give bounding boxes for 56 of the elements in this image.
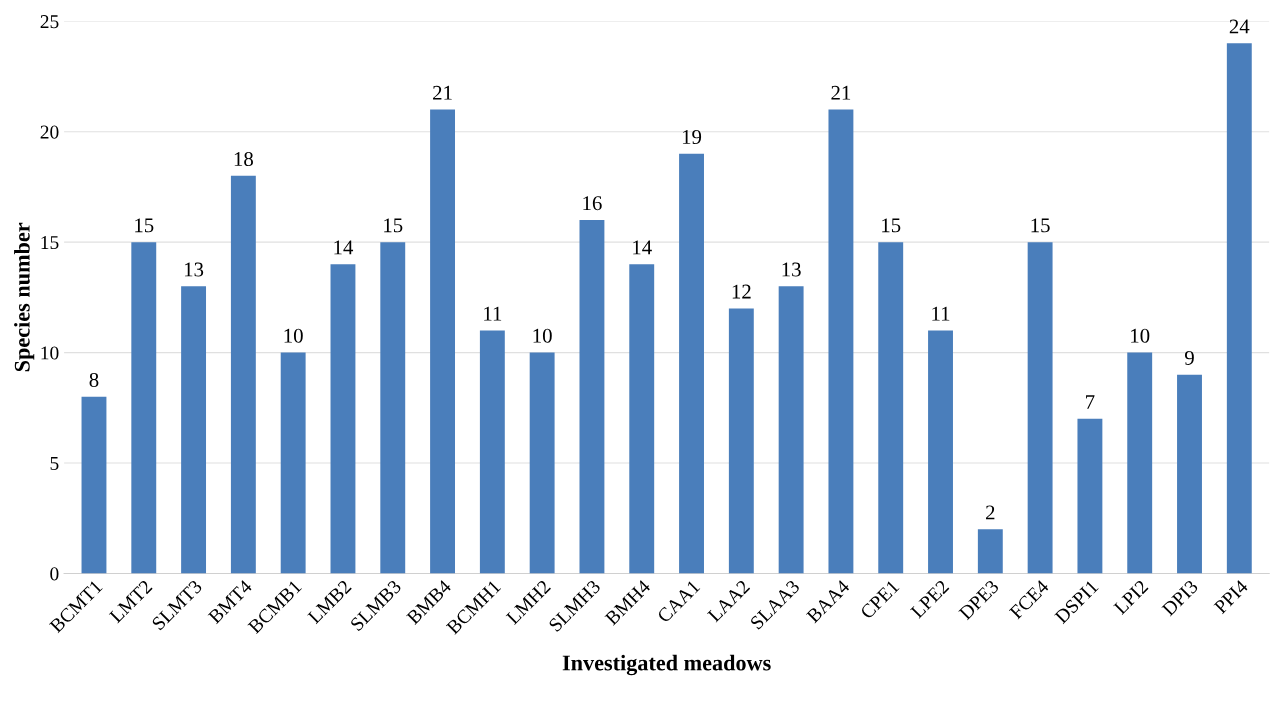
y-axis-title: Species number	[14, 222, 35, 372]
x-axis-title: Investigated meadows	[562, 654, 771, 676]
bar	[330, 264, 356, 574]
bar	[579, 220, 605, 574]
bar	[1077, 418, 1103, 574]
data-label: 10	[284, 328, 303, 343]
bar	[679, 153, 704, 574]
data-label: 10	[1131, 328, 1150, 343]
bar	[479, 330, 505, 574]
data-label: 13	[782, 262, 801, 277]
data-label: 24	[1229, 19, 1250, 34]
data-label: 21	[831, 85, 851, 100]
bar	[878, 242, 904, 574]
data-label: 16	[583, 196, 602, 211]
data-label: 11	[484, 306, 502, 321]
bar	[728, 308, 754, 574]
data-label: 21	[433, 85, 452, 100]
bar	[1027, 242, 1053, 574]
bar	[230, 175, 256, 574]
bar	[81, 396, 107, 574]
data-label: 19	[682, 129, 702, 144]
y-tick-label: 0	[50, 567, 59, 581]
bar	[529, 352, 555, 574]
data-label: 7	[1086, 395, 1095, 409]
bar	[928, 330, 953, 574]
bar	[181, 286, 207, 574]
bar	[1226, 43, 1252, 574]
bar	[280, 352, 306, 574]
data-label: 11	[932, 306, 950, 321]
data-label: 15	[1031, 218, 1050, 233]
y-tick-label: 5	[50, 457, 59, 470]
bar	[629, 264, 655, 574]
bar	[778, 286, 804, 574]
data-label: 15	[882, 218, 901, 233]
data-label: 8	[89, 372, 99, 387]
y-tick-label: 20	[40, 125, 59, 139]
data-label: 18	[234, 152, 253, 167]
data-label: 2	[986, 505, 995, 520]
data-label: 15	[135, 218, 154, 233]
data-label: 15	[384, 218, 403, 233]
bar	[828, 109, 854, 574]
data-label: 13	[184, 262, 204, 277]
data-label: 10	[533, 328, 552, 343]
bar	[977, 529, 1003, 574]
bar	[131, 242, 157, 574]
y-tick-label: 15	[41, 236, 59, 250]
data-label: 14	[334, 240, 354, 255]
bar	[1177, 374, 1202, 574]
bar	[1127, 352, 1153, 574]
y-tick-label: 25	[40, 15, 59, 29]
bar	[380, 242, 406, 574]
data-label: 9	[1184, 350, 1194, 365]
data-label: 14	[633, 240, 652, 255]
y-tick-label: 10	[41, 346, 59, 360]
bar	[430, 109, 455, 574]
data-label: 12	[732, 284, 751, 299]
